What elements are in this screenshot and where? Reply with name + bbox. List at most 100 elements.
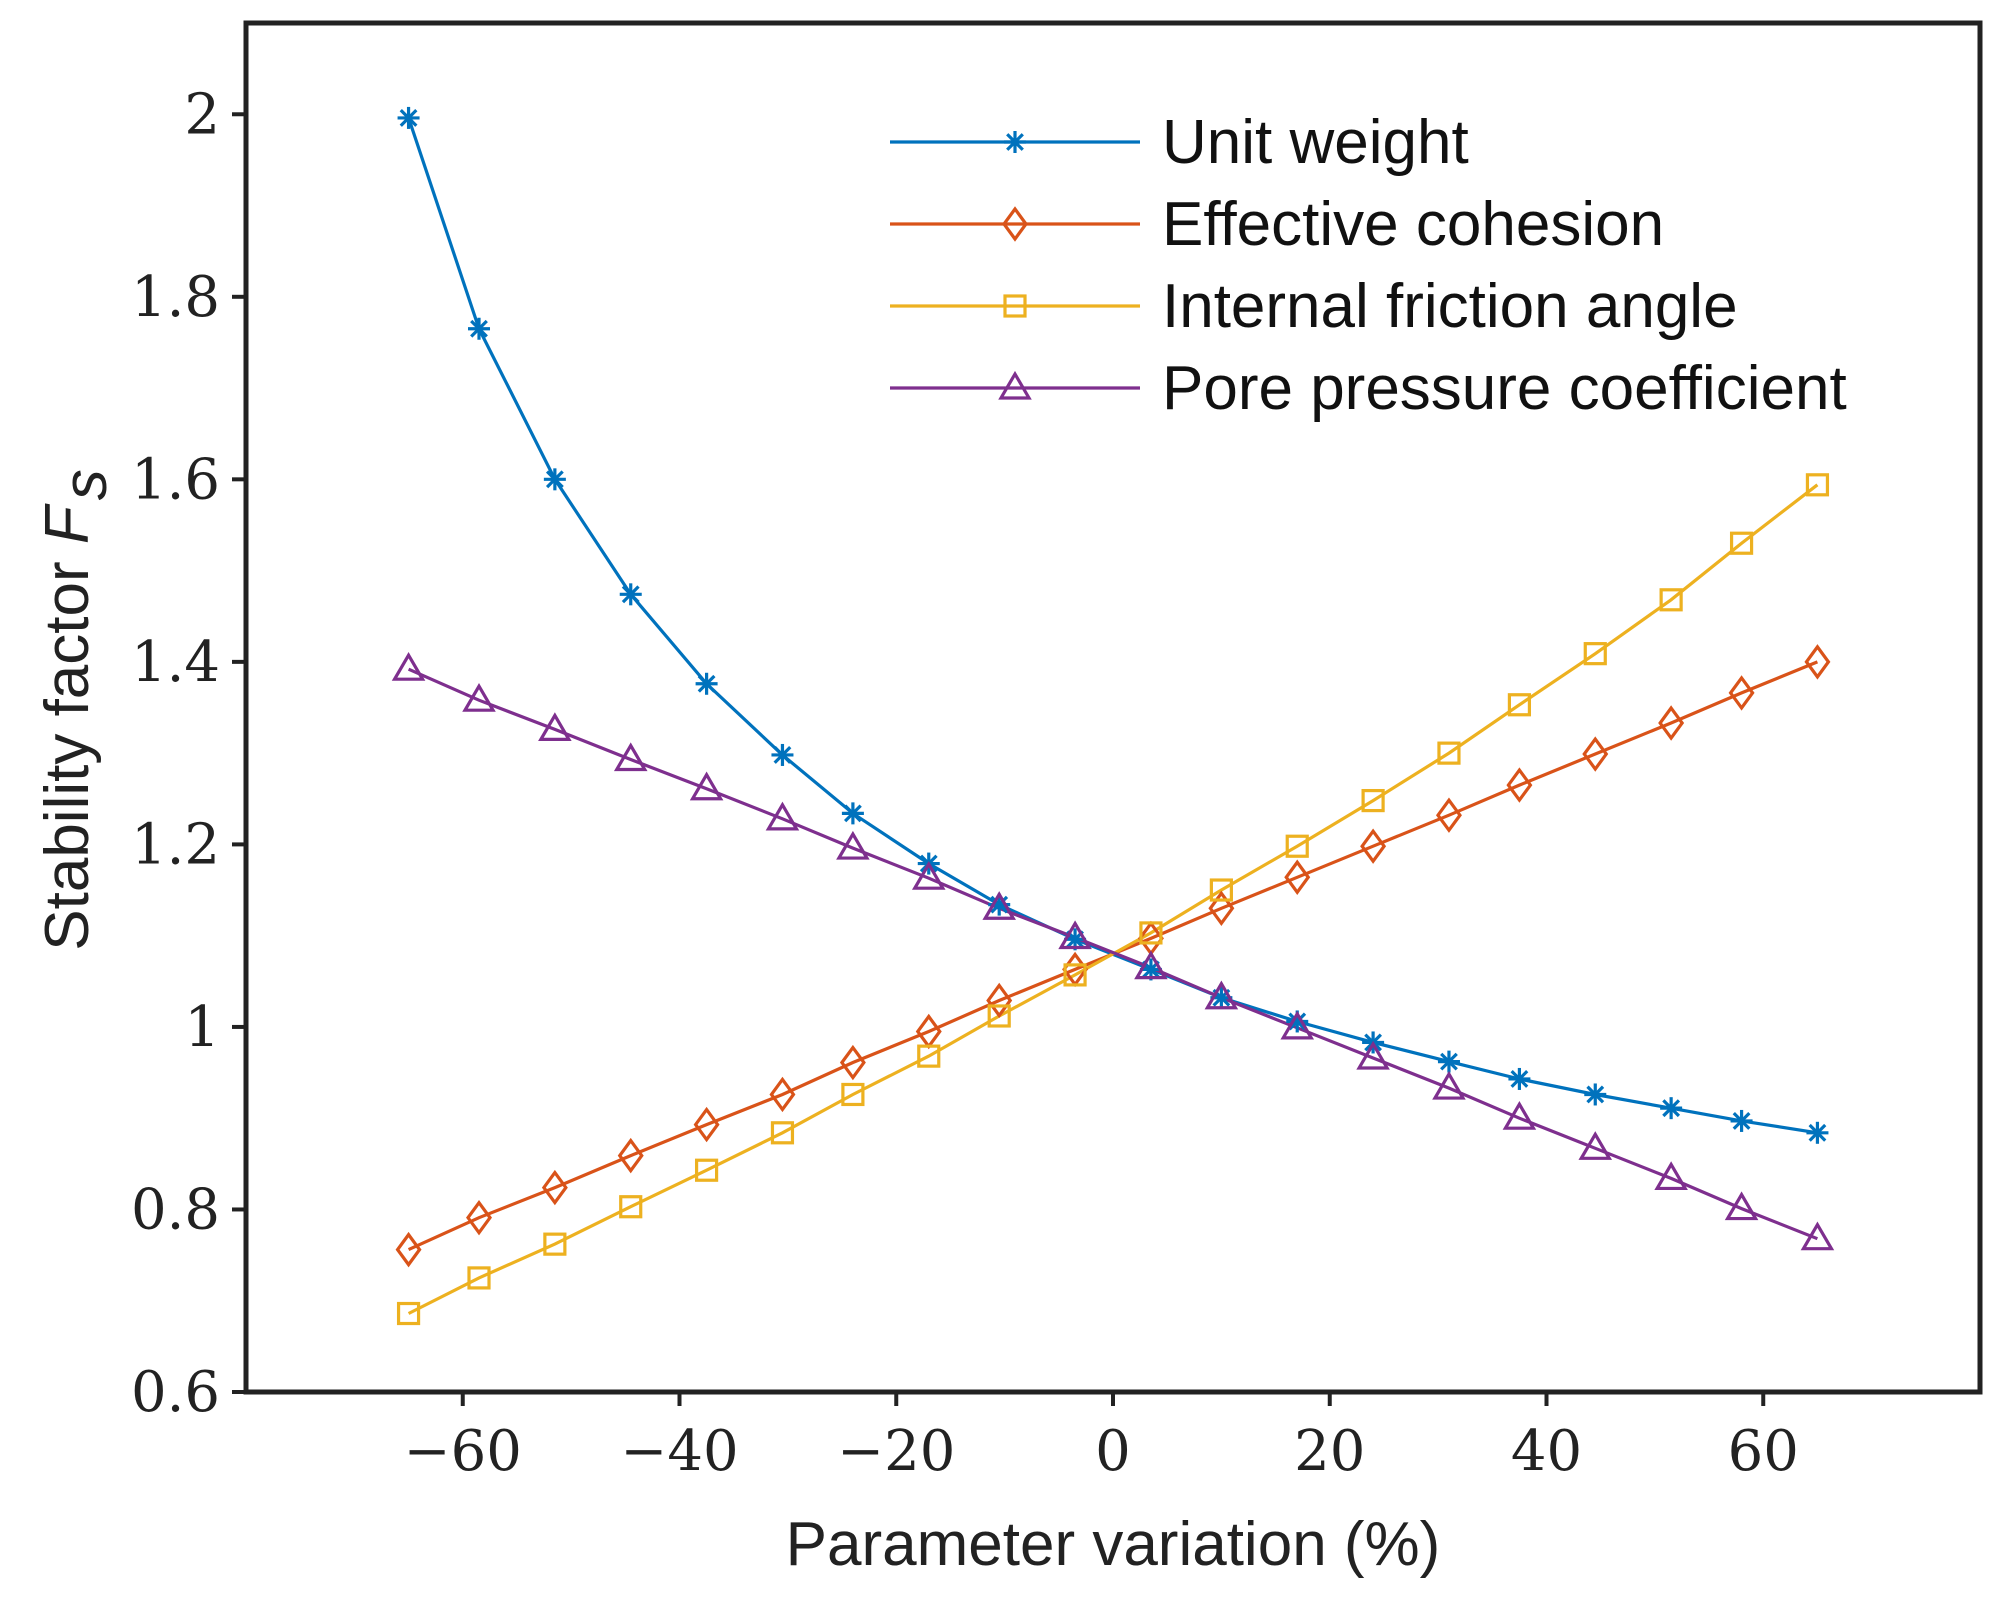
data-point-unit-weight bbox=[1730, 1109, 1753, 1132]
x-tick-label: −20 bbox=[837, 1419, 955, 1484]
legend-item-pore-pressure-coefficient: Pore pressure coefficient bbox=[890, 354, 1847, 423]
legend-label: Unit weight bbox=[1162, 108, 1469, 177]
legend-item-unit-weight: Unit weight bbox=[890, 108, 1469, 177]
data-point-internal-friction-angle bbox=[770, 1121, 795, 1145]
data-point-internal-friction-angle bbox=[1659, 588, 1683, 612]
data-point-effective-cohesion bbox=[395, 1231, 422, 1268]
data-point-pore-pressure-coefficient bbox=[836, 830, 870, 860]
data-point-pore-pressure-coefficient bbox=[613, 742, 648, 772]
data-point-internal-friction-angle bbox=[1285, 834, 1309, 858]
data-point-unit-weight bbox=[695, 672, 718, 695]
data-point-effective-cohesion bbox=[1284, 859, 1311, 895]
data-point-unit-weight bbox=[397, 106, 420, 129]
data-point-effective-cohesion bbox=[693, 1106, 720, 1143]
data-point-pore-pressure-coefficient bbox=[1280, 1010, 1315, 1040]
data-point-effective-cohesion bbox=[1582, 736, 1609, 772]
data-point-effective-cohesion bbox=[1435, 797, 1462, 833]
x-tick-label: 40 bbox=[1511, 1419, 1582, 1484]
legend-item-effective-cohesion: Effective cohesion bbox=[890, 190, 1664, 259]
legend-marker bbox=[1004, 131, 1026, 153]
data-point-unit-weight bbox=[841, 802, 864, 825]
y-tick-label: 1.4 bbox=[131, 630, 220, 695]
data-point-internal-friction-angle bbox=[1437, 741, 1461, 765]
plot-markers bbox=[391, 106, 1835, 1326]
data-point-effective-cohesion bbox=[617, 1137, 644, 1174]
legend: Unit weight Effective cohesion Internal fr… bbox=[890, 108, 1847, 423]
data-point-effective-cohesion bbox=[541, 1169, 568, 1206]
x-tick-label: −60 bbox=[404, 1419, 522, 1484]
y-tick-label: 1.8 bbox=[131, 265, 220, 330]
data-point-internal-friction-angle bbox=[1583, 642, 1607, 666]
y-axis-title-main: Stability factor bbox=[33, 544, 102, 951]
x-tick-label: −40 bbox=[620, 1419, 738, 1484]
data-point-internal-friction-angle bbox=[917, 1044, 941, 1068]
data-point-internal-friction-angle bbox=[619, 1195, 643, 1219]
data-point-unit-weight bbox=[771, 743, 794, 766]
y-axis-title: Stability factor Fs bbox=[33, 469, 120, 950]
x-tick-label: 60 bbox=[1728, 1419, 1799, 1484]
y-tick-label: 1.6 bbox=[131, 447, 220, 512]
data-point-unit-weight bbox=[619, 583, 642, 606]
data-point-internal-friction-angle bbox=[396, 1301, 421, 1326]
data-point-internal-friction-angle bbox=[543, 1232, 567, 1256]
legend-label: Pore pressure coefficient bbox=[1162, 354, 1847, 423]
data-point-effective-cohesion bbox=[1360, 828, 1387, 864]
data-point-pore-pressure-coefficient bbox=[1204, 980, 1239, 1010]
data-point-effective-cohesion bbox=[986, 982, 1013, 1019]
data-point-internal-friction-angle bbox=[1805, 473, 1830, 497]
data-point-unit-weight bbox=[543, 468, 566, 491]
data-point-effective-cohesion bbox=[1658, 705, 1685, 741]
data-point-pore-pressure-coefficient bbox=[1654, 1161, 1688, 1191]
data-point-internal-friction-angle bbox=[694, 1158, 719, 1182]
data-point-pore-pressure-coefficient bbox=[1502, 1101, 1537, 1130]
x-axis: −60 −40 −20 0 20 40 60 bbox=[404, 1392, 1799, 1484]
x-tick-label: 20 bbox=[1294, 1419, 1365, 1484]
data-point-pore-pressure-coefficient bbox=[1432, 1070, 1466, 1100]
data-point-pore-pressure-coefficient bbox=[1356, 1040, 1390, 1070]
data-point-effective-cohesion bbox=[1804, 644, 1831, 680]
data-point-internal-friction-angle bbox=[1139, 921, 1163, 945]
data-point-pore-pressure-coefficient bbox=[765, 801, 800, 831]
data-point-unit-weight bbox=[1584, 1083, 1607, 1106]
data-point-effective-cohesion bbox=[839, 1044, 866, 1081]
legend-label: Effective cohesion bbox=[1162, 190, 1664, 259]
data-point-internal-friction-angle bbox=[1361, 788, 1385, 813]
y-axis: 0.6 0.8 1 1.2 1.4 1.6 1.8 2 bbox=[131, 82, 246, 1425]
y-tick-label: 2 bbox=[184, 82, 220, 147]
y-axis-title-subscript: s bbox=[51, 469, 120, 500]
data-point-unit-weight bbox=[468, 317, 491, 340]
data-point-pore-pressure-coefficient bbox=[1134, 950, 1168, 980]
legend-marker bbox=[1002, 206, 1028, 242]
y-tick-label: 1 bbox=[184, 995, 220, 1060]
data-point-internal-friction-angle bbox=[1063, 963, 1087, 987]
data-point-pore-pressure-coefficient bbox=[538, 712, 572, 742]
data-point-pore-pressure-coefficient bbox=[911, 860, 946, 890]
data-point-effective-cohesion bbox=[466, 1199, 492, 1236]
legend-marker bbox=[1003, 294, 1027, 318]
data-point-unit-weight bbox=[1806, 1121, 1829, 1144]
data-point-pore-pressure-coefficient bbox=[391, 651, 426, 681]
data-point-pore-pressure-coefficient bbox=[689, 771, 724, 801]
y-axis-title-symbol: F bbox=[33, 503, 102, 544]
legend-item-internal-friction-angle: Internal friction angle bbox=[890, 272, 1738, 341]
x-tick-label: 0 bbox=[1095, 1419, 1131, 1484]
data-point-effective-cohesion bbox=[769, 1076, 796, 1113]
y-tick-label: 1.2 bbox=[131, 812, 220, 877]
data-point-pore-pressure-coefficient bbox=[982, 891, 1016, 920]
data-point-effective-cohesion bbox=[1208, 890, 1235, 926]
data-point-internal-friction-angle bbox=[1209, 878, 1233, 902]
data-point-pore-pressure-coefficient bbox=[462, 683, 496, 712]
data-point-internal-friction-angle bbox=[467, 1266, 491, 1290]
data-point-pore-pressure-coefficient bbox=[1800, 1221, 1835, 1251]
data-point-effective-cohesion bbox=[1728, 675, 1755, 711]
data-point-internal-friction-angle bbox=[1729, 531, 1754, 555]
data-point-pore-pressure-coefficient bbox=[1058, 920, 1092, 950]
data-point-internal-friction-angle bbox=[841, 1082, 865, 1107]
y-tick-label: 0.6 bbox=[131, 1360, 220, 1425]
legend-marker bbox=[998, 370, 1032, 400]
legend-label: Internal friction angle bbox=[1162, 272, 1738, 341]
data-point-internal-friction-angle bbox=[1507, 693, 1532, 717]
data-point-unit-weight bbox=[1660, 1097, 1683, 1120]
